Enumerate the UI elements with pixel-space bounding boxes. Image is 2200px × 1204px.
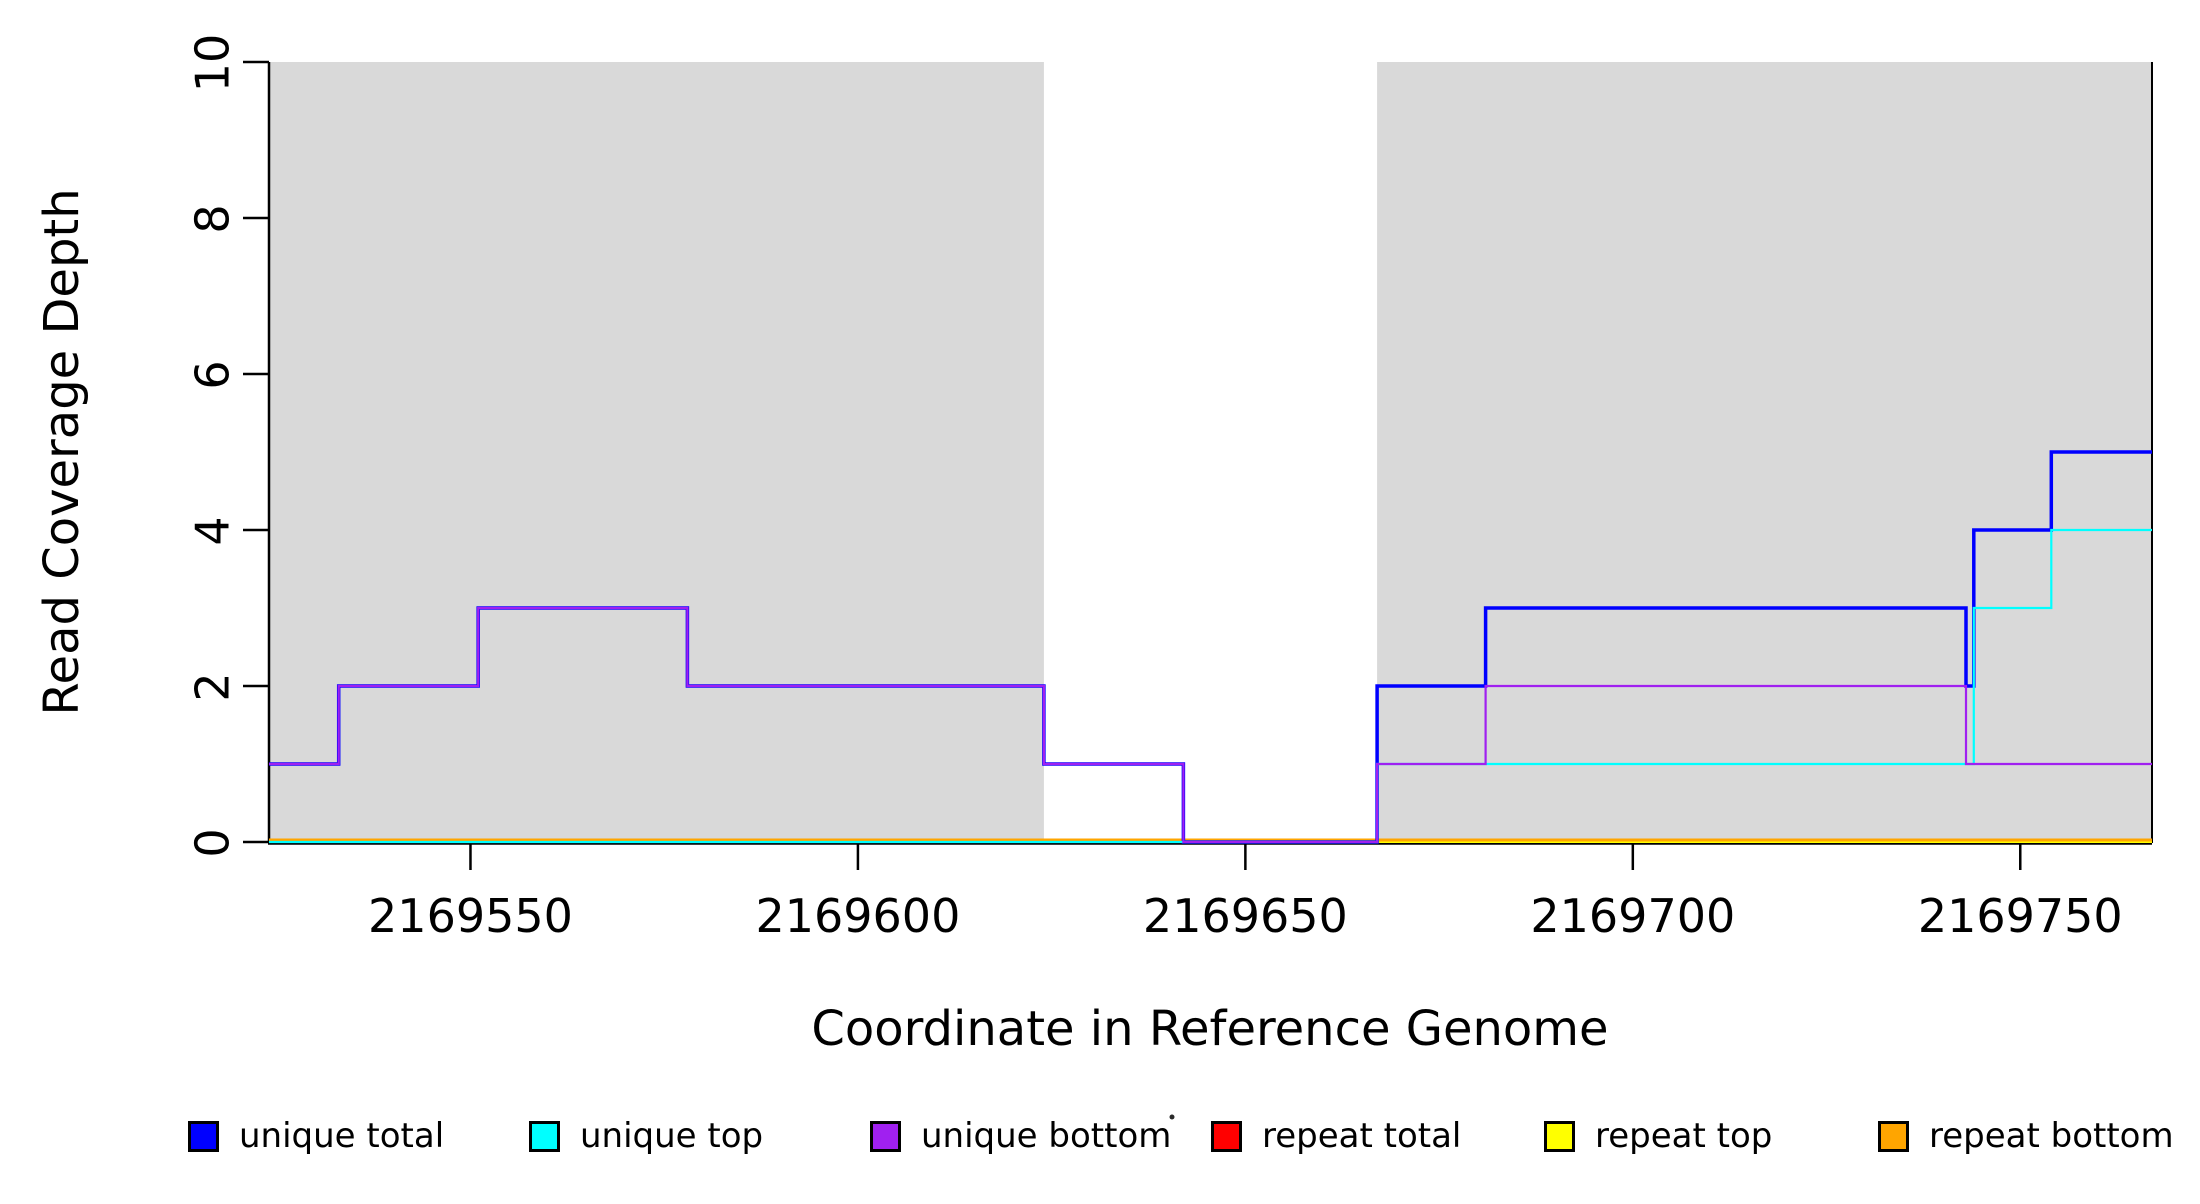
axes-layer: 0 2 4 6 8 10 2169550 2169600 2169650 2169700 21697… xyxy=(186,34,2153,943)
y-tick-label: 6 xyxy=(186,360,240,389)
legend-swatch-repeat-bottom xyxy=(1878,1120,1909,1152)
legend: unique total unique top unique bottom repea… xyxy=(0,1116,2200,1160)
y-tick-label: 10 xyxy=(186,34,240,93)
x-tick-label: 2169650 xyxy=(1143,889,1348,943)
legend-swatch-unique-bottom xyxy=(870,1120,901,1152)
y-axis-title: Read Coverage Depth xyxy=(34,188,90,715)
legend-item-unique-total: unique total xyxy=(188,1116,444,1156)
legend-item-unique-top: unique top xyxy=(529,1116,763,1156)
x-tick-label: 2169750 xyxy=(1918,889,2123,943)
legend-label-unique-top: unique top xyxy=(580,1116,764,1156)
shaded-region-right xyxy=(1377,62,2152,842)
legend-swatch-repeat-total xyxy=(1211,1120,1242,1152)
legend-item-repeat-total: repeat total xyxy=(1211,1116,1461,1156)
legend-item-unique-bottom: unique bottom xyxy=(870,1116,1171,1156)
series-line-unique-bottom xyxy=(269,606,2152,844)
x-tick-label: 2169600 xyxy=(755,889,960,943)
y-tick-label: 0 xyxy=(186,828,240,857)
legend-swatch-unique-top xyxy=(529,1120,560,1152)
legend-label-unique-bottom: unique bottom xyxy=(921,1116,1172,1156)
legend-item-repeat-top: repeat top xyxy=(1544,1116,1772,1156)
legend-label-unique-total: unique total xyxy=(239,1116,445,1156)
series-layer xyxy=(269,450,2152,844)
y-tick-label: 4 xyxy=(186,516,240,545)
legend-item-repeat-bottom: repeat bottom xyxy=(1878,1116,2174,1156)
y-tick-label: 2 xyxy=(186,672,240,701)
shaded-regions-layer xyxy=(269,62,2152,842)
legend-swatch-unique-total xyxy=(188,1120,219,1152)
shaded-region-left xyxy=(269,62,1044,842)
legend-swatch-repeat-top xyxy=(1544,1120,1575,1152)
x-axis-title: Coordinate in Reference Genome xyxy=(811,1001,1608,1057)
legend-label-repeat-bottom: repeat bottom xyxy=(1929,1116,2174,1156)
x-tick-label: 2169700 xyxy=(1530,889,1735,943)
y-tick-label: 8 xyxy=(186,204,240,233)
legend-label-repeat-total: repeat total xyxy=(1262,1116,1462,1156)
legend-artifact-dot xyxy=(1169,1114,1175,1120)
legend-label-repeat-top: repeat top xyxy=(1595,1116,1773,1156)
x-tick-label: 2169550 xyxy=(368,889,573,943)
